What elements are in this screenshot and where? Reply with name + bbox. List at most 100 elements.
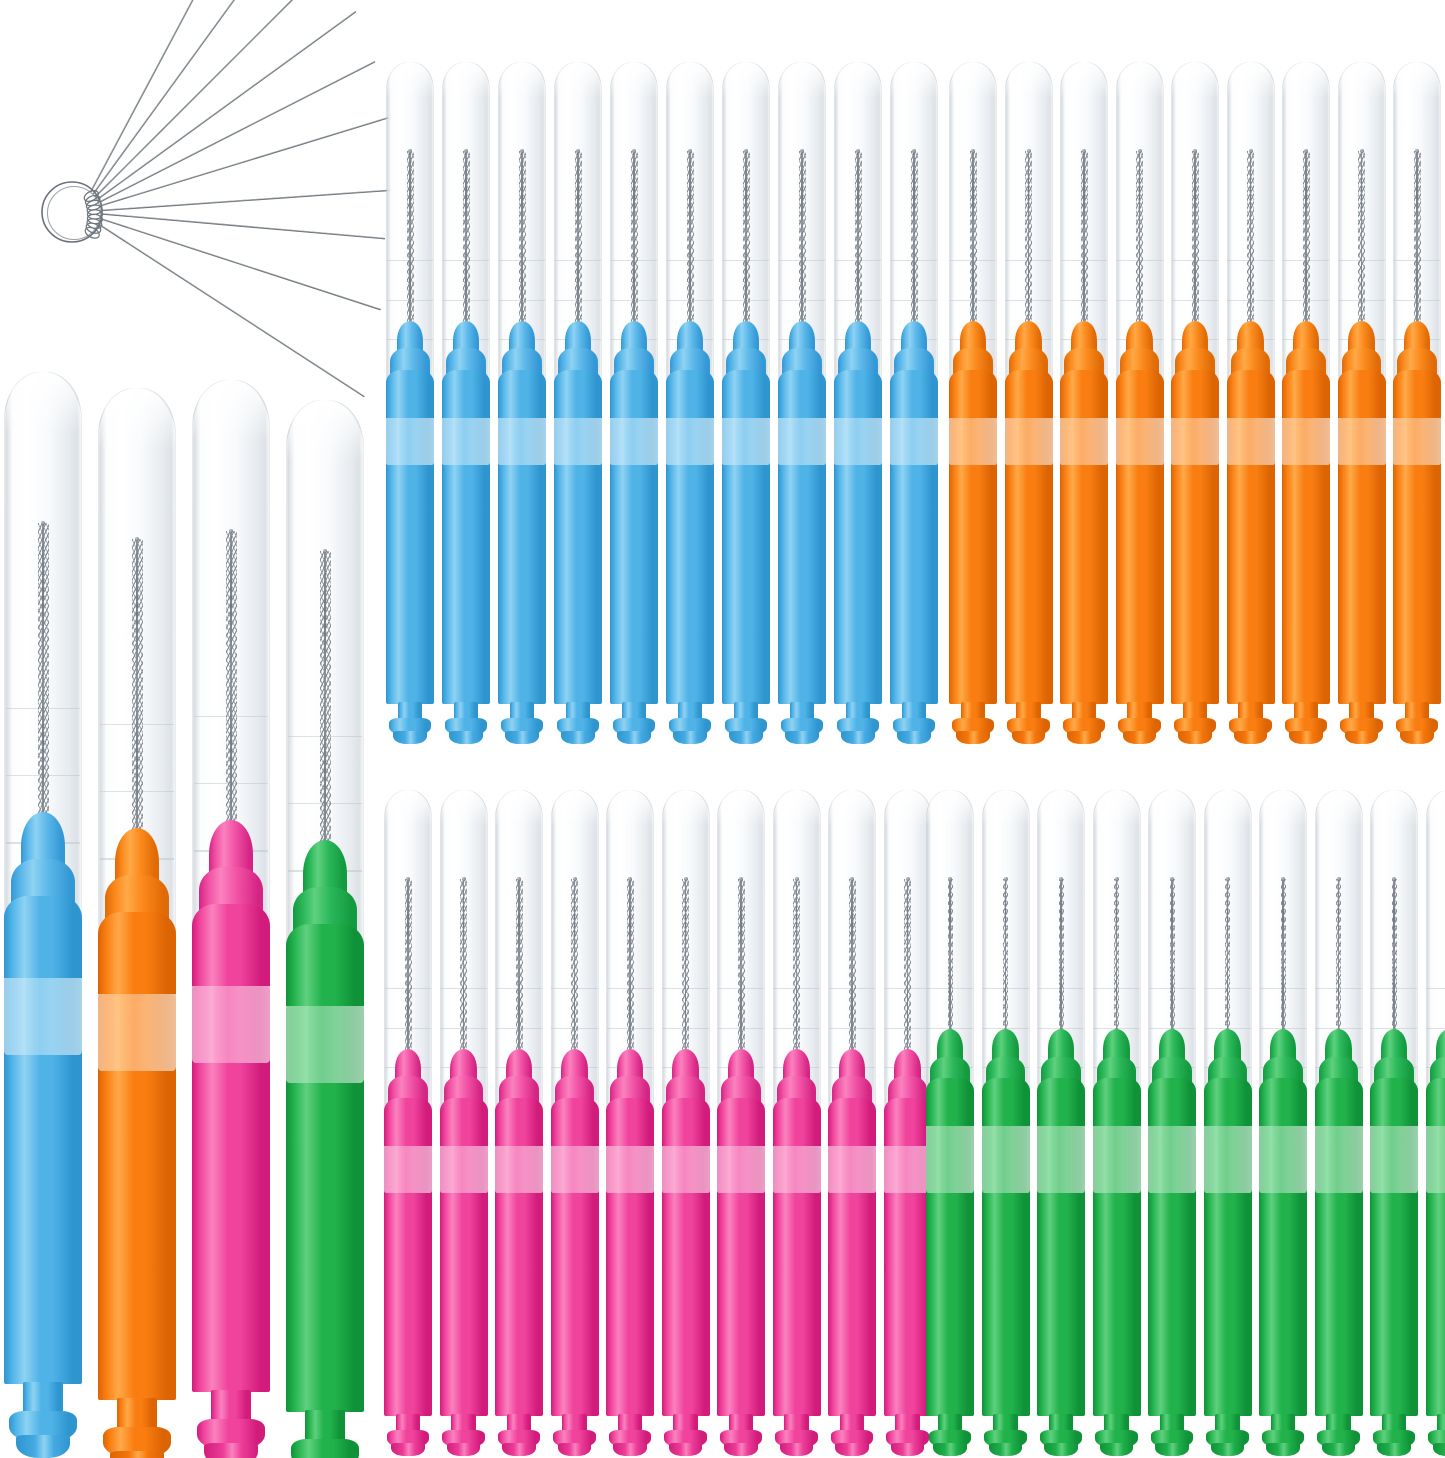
- foot-neck: [509, 702, 535, 722]
- wire-tip-bead: [1193, 149, 1197, 154]
- nose-cone-body: [495, 1098, 543, 1148]
- foot-neck: [1238, 702, 1263, 722]
- brush-nose-cone: [442, 320, 490, 420]
- foot-base: [785, 731, 819, 744]
- brush-nose-cone: [550, 1048, 599, 1148]
- brush-handle: [442, 417, 490, 704]
- brush-nose-cone: [498, 320, 546, 420]
- handle-foot: [498, 702, 546, 744]
- wire-bristles-secondary: [1413, 151, 1421, 323]
- wire-brush-head: [742, 149, 750, 323]
- handle-foot: [442, 702, 490, 744]
- wire-brush-head: [1413, 149, 1421, 323]
- brush-nose-cone: [554, 320, 602, 420]
- brush-nose-cone: [1337, 320, 1386, 420]
- nose-cone-body: [1171, 370, 1219, 420]
- nose-cone-body: [439, 1098, 488, 1148]
- brush-handle: [498, 417, 546, 704]
- brush-handle: [1092, 1125, 1141, 1416]
- wire-bristles-secondary: [319, 551, 331, 843]
- handle-foot: [949, 702, 997, 744]
- wire-bristles-secondary: [1136, 151, 1143, 323]
- foot-flare: [1340, 717, 1383, 735]
- wire-bristles-secondary: [1225, 879, 1230, 1031]
- brush-handle: [1337, 417, 1386, 704]
- wire-tip-bead: [323, 549, 327, 554]
- brush-handle: [439, 1145, 488, 1416]
- nose-cone-body: [828, 1098, 876, 1148]
- wire-tip-bead: [1059, 877, 1063, 882]
- needle-highlight: [101, 218, 381, 310]
- nose-cone-body: [834, 370, 882, 420]
- floss-threader-needle: [101, 189, 393, 212]
- interdental-brush-pink: [192, 380, 270, 1458]
- foot-base: [729, 731, 763, 744]
- foot-base: [391, 1443, 425, 1456]
- wire-tip-bead: [632, 149, 636, 154]
- foot-flare: [1317, 1429, 1360, 1447]
- needle-fan-svg: [41, 0, 393, 398]
- needle-highlight: [98, 223, 365, 397]
- foot-base: [1155, 1443, 1189, 1456]
- handle-foot: [440, 1414, 488, 1456]
- needle-highlight: [102, 189, 392, 211]
- wire-tip-bead: [1392, 877, 1396, 882]
- wire-brush-head: [1280, 877, 1286, 1031]
- brush-nose-cone: [778, 320, 826, 420]
- foot-flare: [1007, 717, 1050, 735]
- brush-nose-cone: [890, 320, 938, 420]
- foot-neck: [506, 1414, 532, 1434]
- wire-brush-head: [1080, 149, 1088, 323]
- handle-foot: [834, 702, 882, 744]
- wire-tip-bead: [1415, 149, 1419, 154]
- wire-bristles-secondary: [1169, 879, 1175, 1031]
- interdental-brush-orange: [1282, 62, 1330, 746]
- foot-flare: [1428, 1429, 1445, 1447]
- brush-nose-cone: [1425, 1028, 1445, 1128]
- nose-cone-body: [550, 1098, 599, 1148]
- interdental-brush-pink: [772, 790, 821, 1458]
- interdental-brush-orange: [1171, 62, 1219, 746]
- foot-flare: [1039, 1429, 1083, 1447]
- handle-foot: [1393, 702, 1441, 744]
- wire-brush-head: [1225, 877, 1230, 1031]
- wire-tip-bead: [739, 877, 743, 882]
- foot-neck: [728, 1414, 754, 1434]
- handle-foot: [1171, 702, 1219, 744]
- nose-cone-body: [666, 370, 714, 420]
- brush-nose-cone: [722, 320, 770, 420]
- wire-brush-head: [1336, 877, 1341, 1031]
- brush-handle: [890, 417, 938, 704]
- foot-flare: [1261, 1429, 1305, 1447]
- foot-base: [1122, 731, 1157, 744]
- foot-neck: [1159, 1414, 1185, 1434]
- wire-tip-bead: [229, 529, 233, 534]
- brush-nose-cone: [1092, 1028, 1141, 1128]
- foot-base: [557, 1443, 592, 1456]
- needle-highlight: [102, 213, 385, 239]
- brush-handle: [949, 417, 997, 704]
- nose-cone-body: [1393, 370, 1441, 420]
- brush-nose-cone: [1171, 320, 1219, 420]
- interdental-brush-green: [1203, 790, 1252, 1458]
- nose-cone-body: [1337, 370, 1386, 420]
- handle-foot: [1259, 1414, 1307, 1456]
- foot-base: [1344, 731, 1379, 744]
- brush-nose-cone: [4, 812, 82, 981]
- nose-cone-body: [192, 904, 270, 989]
- wire-tip-bead: [1137, 149, 1142, 154]
- wire-tip-bead: [517, 877, 521, 882]
- brush-handle: [722, 417, 770, 704]
- foot-neck: [453, 702, 479, 722]
- foot-base: [1321, 1443, 1356, 1456]
- foot-base: [15, 1435, 71, 1458]
- foot-flare: [1229, 717, 1272, 735]
- wire-bristles-secondary: [1003, 879, 1008, 1031]
- wire-bristles-secondary: [682, 879, 689, 1051]
- wire-brush-head: [686, 149, 694, 323]
- foot-base: [1432, 1443, 1445, 1456]
- foot-base: [613, 1443, 647, 1456]
- wire-tip-bead: [135, 537, 139, 542]
- brush-handle: [926, 1125, 974, 1416]
- nose-cone-body: [1148, 1078, 1196, 1128]
